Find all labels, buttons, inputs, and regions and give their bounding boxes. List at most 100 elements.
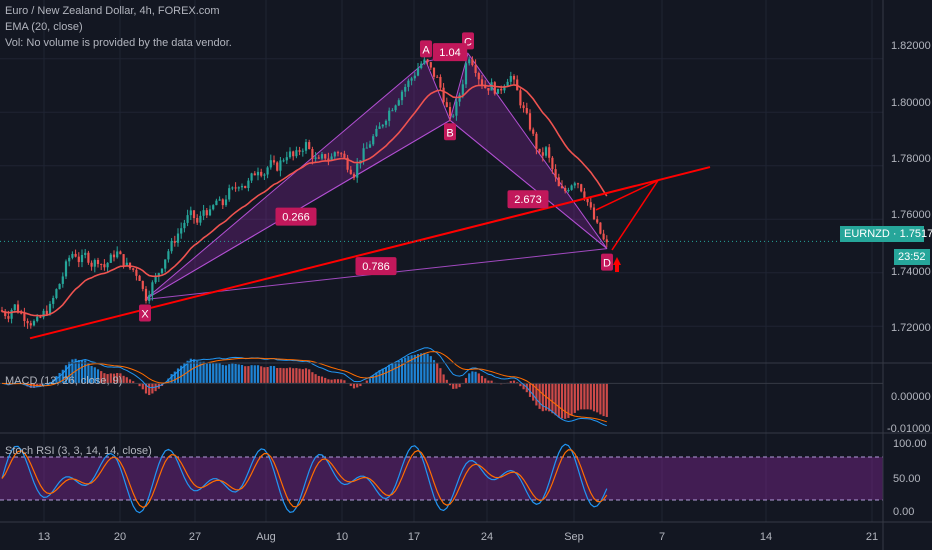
bar-countdown: 23:52 bbox=[894, 249, 930, 265]
candle-body bbox=[80, 254, 84, 263]
candle-body bbox=[276, 162, 279, 171]
candle-body bbox=[576, 183, 580, 185]
candle-body bbox=[541, 152, 544, 156]
candle-body bbox=[375, 128, 378, 137]
candle-body bbox=[388, 110, 391, 121]
candle-body bbox=[13, 304, 16, 310]
pattern-ratio-label: 0.786 bbox=[362, 261, 390, 273]
candle-body bbox=[224, 199, 228, 206]
candle-body bbox=[100, 263, 103, 265]
candle-body bbox=[58, 283, 61, 290]
candle-body bbox=[189, 210, 192, 216]
symbol-title[interactable]: Euro / New Zealand Dollar, 4h, FOREX.com bbox=[5, 5, 220, 17]
candle-body bbox=[429, 62, 432, 68]
stoch-rsi-pane bbox=[1, 443, 608, 514]
ema-legend[interactable]: EMA (20, close) bbox=[5, 21, 83, 33]
last-price-value: 1.75174 bbox=[899, 228, 932, 240]
candle-body bbox=[285, 157, 288, 161]
candle-body bbox=[455, 101, 458, 116]
candle-body bbox=[116, 251, 119, 258]
candle-body bbox=[410, 78, 413, 81]
candle-body bbox=[202, 210, 205, 216]
candle-body bbox=[39, 316, 42, 318]
candle-body bbox=[413, 75, 416, 79]
candle-body bbox=[87, 252, 90, 263]
pattern-point-label: X bbox=[141, 309, 149, 321]
ema-20-line bbox=[1, 84, 608, 317]
candle-body bbox=[176, 233, 180, 243]
candle-body bbox=[583, 191, 586, 199]
pattern-ratio-label: 1.04 bbox=[439, 47, 460, 59]
candle-body bbox=[423, 59, 426, 64]
macd-scale[interactable]: 0.00000 -0.01000 bbox=[887, 391, 931, 435]
macd-legend[interactable]: MACD (12, 26, close, 9) bbox=[5, 375, 123, 387]
candle-body bbox=[292, 151, 295, 157]
candle-body bbox=[237, 187, 240, 189]
candle-body bbox=[474, 65, 477, 74]
pattern-leg bbox=[449, 119, 608, 250]
candle-body bbox=[218, 199, 221, 201]
candle-body bbox=[426, 59, 429, 63]
stoch-rsi-legend[interactable]: Stoch RSI (3, 3, 14, 14, close) bbox=[5, 445, 152, 457]
pattern-ratio-label: 2.673 bbox=[514, 194, 542, 206]
pattern-point-label: D bbox=[603, 258, 611, 270]
candle-body bbox=[512, 75, 516, 80]
time-tick: Aug bbox=[256, 531, 276, 543]
price-scale[interactable]: 1.82000 1.80000 1.78000 1.76000 1.74000 … bbox=[891, 40, 931, 334]
candle-body bbox=[279, 160, 282, 171]
candle-body bbox=[61, 276, 64, 284]
candle-body bbox=[362, 148, 365, 161]
pattern-ratio-badge bbox=[275, 207, 317, 226]
candle-body bbox=[464, 63, 468, 85]
candle-body bbox=[45, 310, 48, 315]
price-tick: 1.82000 bbox=[891, 40, 931, 52]
macd-tick: -0.01000 bbox=[887, 423, 930, 435]
candle-body bbox=[68, 257, 71, 262]
candle-body bbox=[122, 254, 125, 266]
stoch-scale[interactable]: 100.00 50.00 0.00 bbox=[893, 438, 927, 518]
candle-body bbox=[580, 184, 583, 192]
candle-body bbox=[52, 298, 55, 304]
time-tick: 24 bbox=[481, 531, 493, 543]
price-tick: 1.76000 bbox=[891, 209, 931, 221]
candle-body bbox=[589, 202, 592, 208]
candle-body bbox=[461, 84, 464, 95]
time-tick: 13 bbox=[38, 531, 50, 543]
candle-body bbox=[96, 260, 100, 264]
candle-body bbox=[458, 94, 461, 102]
candle-body bbox=[538, 148, 541, 153]
candle-body bbox=[196, 218, 199, 223]
candle-body bbox=[119, 251, 122, 255]
candle-body bbox=[266, 167, 269, 175]
candle-body bbox=[234, 187, 237, 189]
stoch-k-line bbox=[1, 443, 608, 514]
candle-body bbox=[544, 147, 548, 156]
candle-body bbox=[365, 147, 368, 149]
price-tick: 1.72000 bbox=[891, 322, 931, 334]
candle-body bbox=[320, 154, 324, 159]
candle-body bbox=[180, 228, 183, 234]
candle-body bbox=[330, 156, 333, 161]
candle-body bbox=[336, 152, 340, 154]
projection-path bbox=[595, 178, 661, 251]
candle-body bbox=[48, 303, 52, 315]
candle-body bbox=[596, 219, 599, 223]
candle-body bbox=[36, 316, 39, 322]
candle-body bbox=[183, 222, 186, 229]
candle-body bbox=[208, 209, 212, 216]
price-tick: 1.74000 bbox=[891, 266, 931, 278]
time-tick: 10 bbox=[336, 531, 348, 543]
candle-body bbox=[164, 259, 167, 269]
candle-body bbox=[487, 88, 490, 91]
candle-body bbox=[132, 268, 135, 270]
time-axis[interactable]: 13 20 27 Aug 10 17 24 Sep 7 14 21 bbox=[38, 531, 878, 543]
candle-body bbox=[106, 262, 109, 268]
candle-body bbox=[400, 91, 404, 101]
candle-body bbox=[231, 187, 234, 189]
candle-body bbox=[496, 88, 500, 94]
candle-body bbox=[445, 102, 448, 107]
candle-body bbox=[391, 110, 394, 112]
pattern-point-badge bbox=[139, 304, 151, 322]
